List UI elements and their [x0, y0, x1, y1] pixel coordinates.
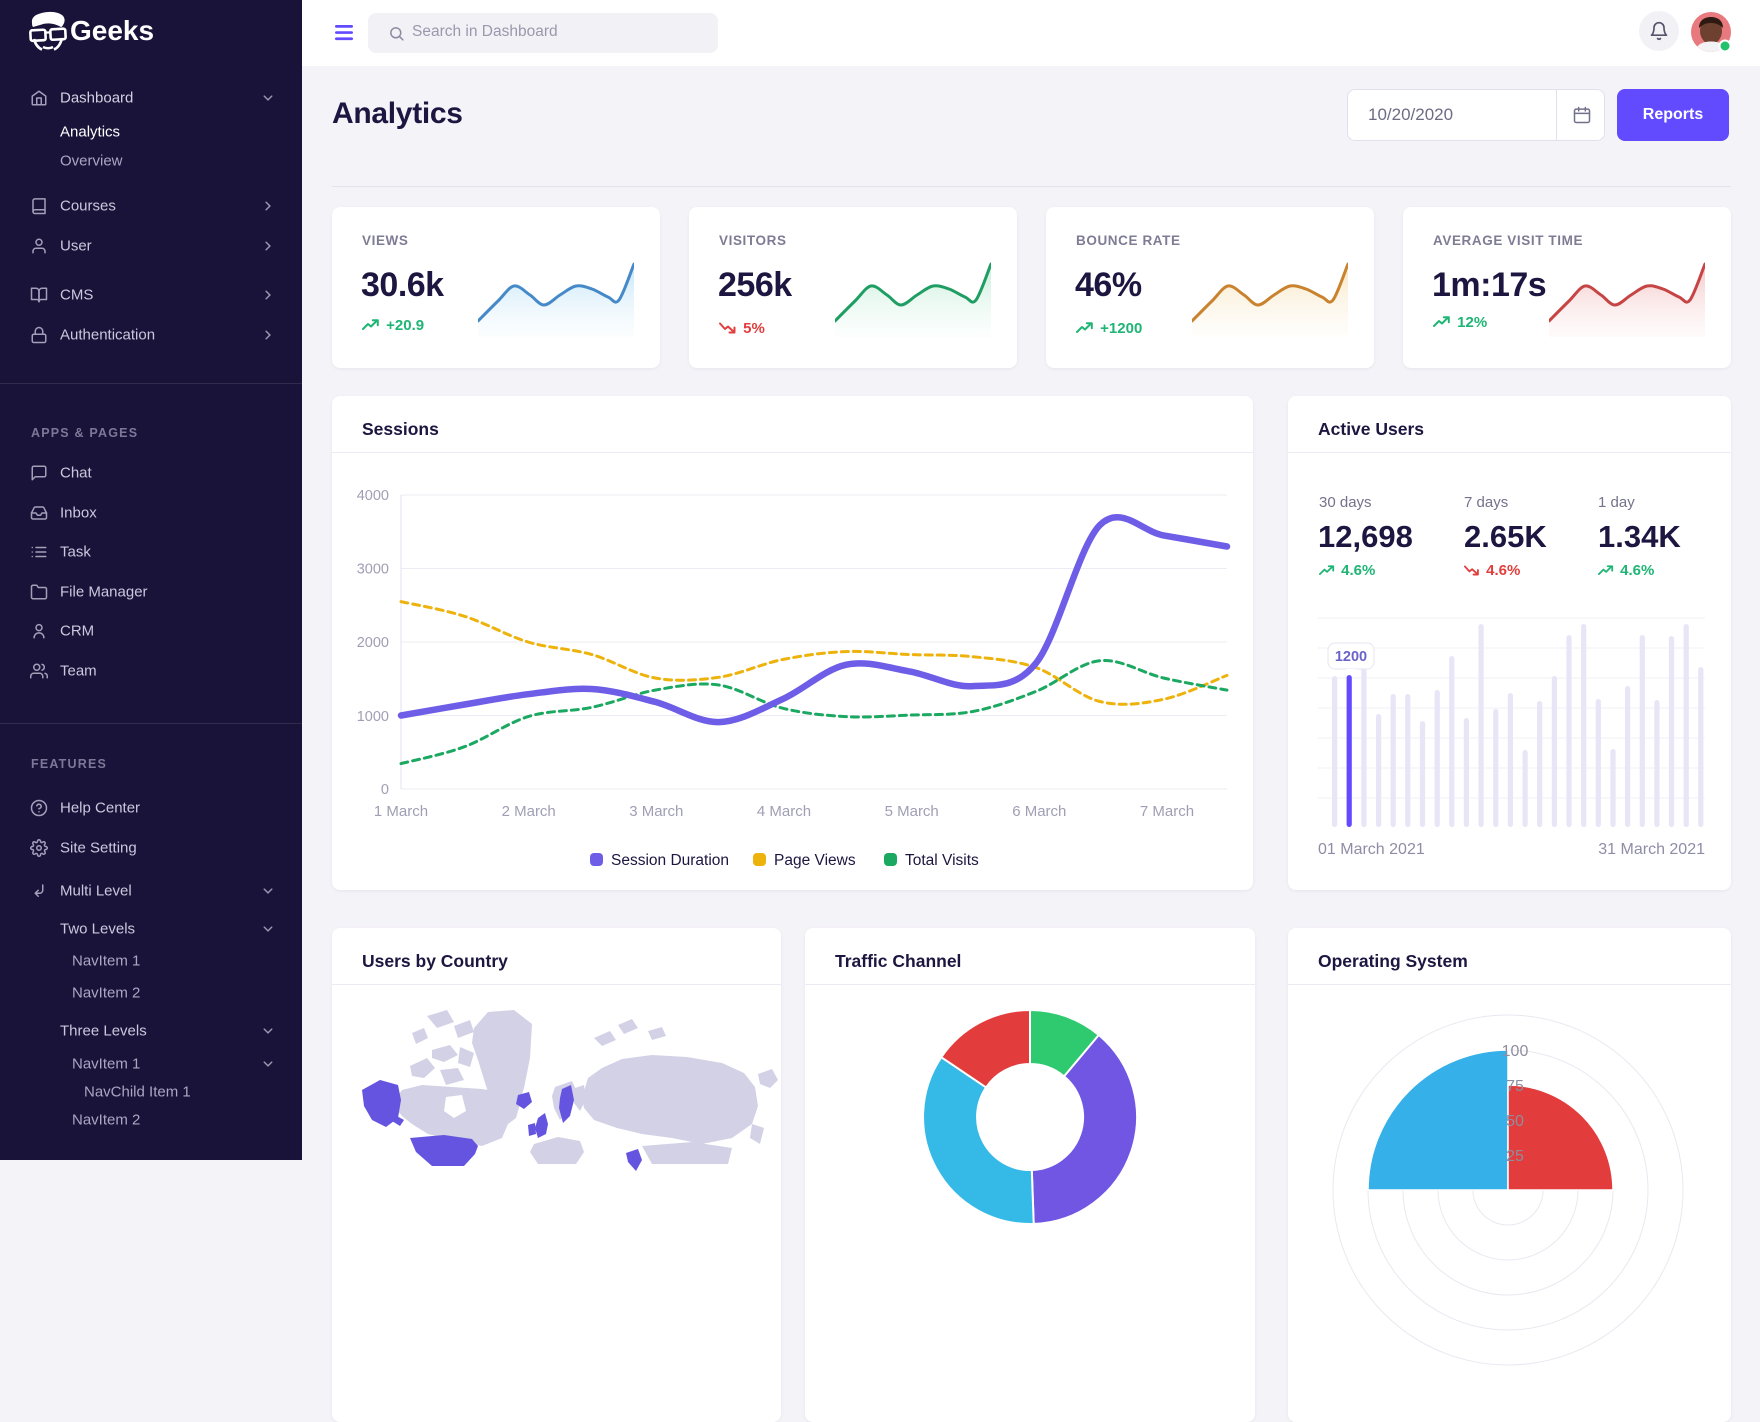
- svg-text:7 March: 7 March: [1140, 803, 1194, 820]
- svg-text:Total Visits: Total Visits: [905, 852, 979, 869]
- svg-text:25: 25: [1506, 1148, 1524, 1165]
- svg-text:2000: 2000: [357, 635, 389, 651]
- svg-text:Session Duration: Session Duration: [611, 852, 729, 869]
- svg-text:2 March: 2 March: [502, 803, 556, 820]
- svg-text:31 March 2021: 31 March 2021: [1598, 841, 1705, 858]
- svg-text:Page Views: Page Views: [774, 852, 856, 869]
- svg-text:3 March: 3 March: [629, 803, 683, 820]
- svg-text:1000: 1000: [357, 709, 389, 725]
- svg-text:75: 75: [1506, 1078, 1524, 1095]
- svg-text:6 March: 6 March: [1012, 803, 1066, 820]
- svg-text:4 March: 4 March: [757, 803, 811, 820]
- svg-text:50: 50: [1506, 1113, 1524, 1130]
- svg-text:1 March: 1 March: [374, 803, 428, 820]
- svg-text:1200: 1200: [1335, 649, 1367, 665]
- svg-text:3000: 3000: [357, 562, 389, 578]
- svg-text:100: 100: [1502, 1043, 1529, 1060]
- svg-text:5 March: 5 March: [885, 803, 939, 820]
- svg-text:01 March 2021: 01 March 2021: [1318, 841, 1425, 858]
- svg-text:4000: 4000: [357, 488, 389, 504]
- svg-text:0: 0: [381, 782, 389, 798]
